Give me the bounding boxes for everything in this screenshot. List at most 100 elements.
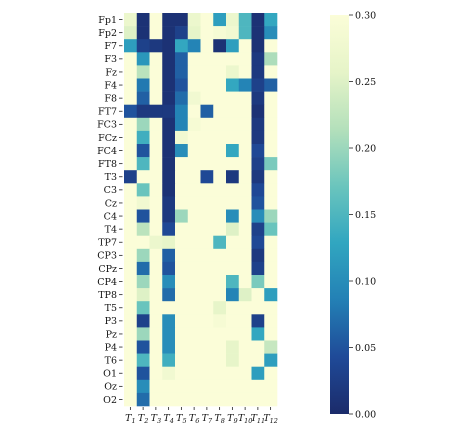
heatmap-cell xyxy=(213,379,227,394)
heatmap-cell xyxy=(136,65,150,79)
heatmap-cell xyxy=(200,209,214,223)
heatmap-cell xyxy=(264,261,278,276)
heatmap-cell xyxy=(264,301,278,315)
heatmap-cell xyxy=(226,65,240,79)
colorbar-tick-label: 0.20 xyxy=(355,143,376,154)
heatmap-cell xyxy=(175,340,189,354)
heatmap-cell xyxy=(187,288,201,302)
heatmap-cell xyxy=(226,301,240,315)
heatmap-cell xyxy=(238,104,252,119)
heatmap-cell xyxy=(213,222,227,236)
heatmap-cell xyxy=(213,104,227,119)
heatmap-cell xyxy=(213,52,227,66)
heatmap-cell xyxy=(175,52,189,66)
row-tick-label: T5 xyxy=(105,303,117,314)
heatmap-cell xyxy=(187,91,201,105)
row-tick-label: F4 xyxy=(104,80,117,91)
heatmap-cell xyxy=(264,248,278,263)
heatmap-cell xyxy=(149,248,163,263)
row-tick-label: C4 xyxy=(104,211,117,222)
heatmap-cell xyxy=(238,275,252,289)
heatmap-cell xyxy=(200,222,214,236)
heatmap-cell xyxy=(149,235,163,250)
heatmap-cell xyxy=(175,144,189,158)
heatmap-cell xyxy=(187,130,201,145)
heatmap-cell xyxy=(136,117,150,132)
heatmap-cell xyxy=(226,39,240,53)
column-tick-label: T1 xyxy=(125,413,135,425)
heatmap-cell xyxy=(124,183,138,197)
heatmap-cell xyxy=(238,170,252,184)
colorbar-tick-label: 0.00 xyxy=(355,409,376,420)
heatmap-cell xyxy=(136,157,150,171)
heatmap-cell xyxy=(149,353,163,367)
heatmap-cell xyxy=(162,144,176,158)
heatmap-cell xyxy=(238,314,252,328)
heatmap-cell xyxy=(251,13,265,27)
heatmap-cell xyxy=(226,13,240,27)
heatmap-cell xyxy=(264,13,278,27)
heatmap-cell xyxy=(124,275,138,289)
heatmap-cell xyxy=(200,235,214,250)
heatmap-cell xyxy=(251,379,265,394)
heatmap-cell xyxy=(162,52,176,66)
row-tick-label: F8 xyxy=(104,93,117,104)
colorbar-tick-label: 0.05 xyxy=(355,343,376,354)
column-tick-label: T5 xyxy=(176,413,186,425)
heatmap-cell xyxy=(213,340,227,354)
row-tick-label: FC3 xyxy=(97,120,117,131)
colorbar: 0.00 0.05 0.10 0.15 0.20 0.25 0.30 xyxy=(330,10,376,420)
heatmap-cell xyxy=(124,144,138,158)
column-tick-label: T9 xyxy=(227,413,237,425)
heatmap-cell xyxy=(213,170,227,184)
heatmap-cell xyxy=(226,170,240,184)
heatmap-cell xyxy=(264,353,278,367)
row-tick-label: T6 xyxy=(105,355,117,366)
heatmap-cell xyxy=(162,157,176,171)
heatmap-cell xyxy=(124,26,138,40)
heatmap-cell xyxy=(175,379,189,394)
heatmap-cell xyxy=(251,78,265,92)
heatmap-cell xyxy=(124,327,138,341)
heatmap-cell xyxy=(226,222,240,236)
heatmap-cell xyxy=(187,144,201,158)
heatmap-cell xyxy=(226,52,240,66)
heatmap-cell xyxy=(175,196,189,210)
row-tick-label: Fp2 xyxy=(98,28,117,39)
row-tick-label: FC4 xyxy=(97,146,117,157)
heatmap-cell xyxy=(175,39,189,53)
heatmap-cell xyxy=(251,26,265,40)
heatmap-cell xyxy=(187,183,201,197)
heatmap-cell xyxy=(162,65,176,79)
heatmap-cell xyxy=(251,130,265,145)
row-tick-label: CP4 xyxy=(97,277,117,288)
heatmap-cell xyxy=(200,39,214,53)
heatmap-cell xyxy=(136,379,150,394)
heatmap-cell xyxy=(175,104,189,119)
heatmap-cell xyxy=(175,327,189,341)
heatmap-cell xyxy=(149,209,163,223)
heatmap-cell xyxy=(238,261,252,276)
heatmap-cell xyxy=(149,26,163,40)
heatmap-cell xyxy=(136,222,150,236)
heatmap-cell xyxy=(264,183,278,197)
heatmap-cell xyxy=(200,183,214,197)
row-tick-label: Cz xyxy=(105,198,117,209)
heatmap-cell xyxy=(175,275,189,289)
heatmap-cell xyxy=(162,130,176,145)
heatmap-cell xyxy=(149,130,163,145)
heatmap-cell xyxy=(264,117,278,132)
heatmap-cell xyxy=(187,340,201,354)
heatmap-cell xyxy=(136,353,150,367)
column-tick-label: T6 xyxy=(189,413,199,425)
heatmap-cell xyxy=(124,235,138,250)
heatmap-cell xyxy=(136,209,150,223)
heatmap-cell xyxy=(226,314,240,328)
heatmap-cell xyxy=(162,261,176,276)
heatmap-cell xyxy=(187,104,201,119)
heatmap-cell xyxy=(213,65,227,79)
heatmap-cell xyxy=(238,353,252,367)
heatmap-cell xyxy=(187,13,201,27)
heatmap-cell xyxy=(213,157,227,171)
row-tick-label: F7 xyxy=(104,41,117,52)
